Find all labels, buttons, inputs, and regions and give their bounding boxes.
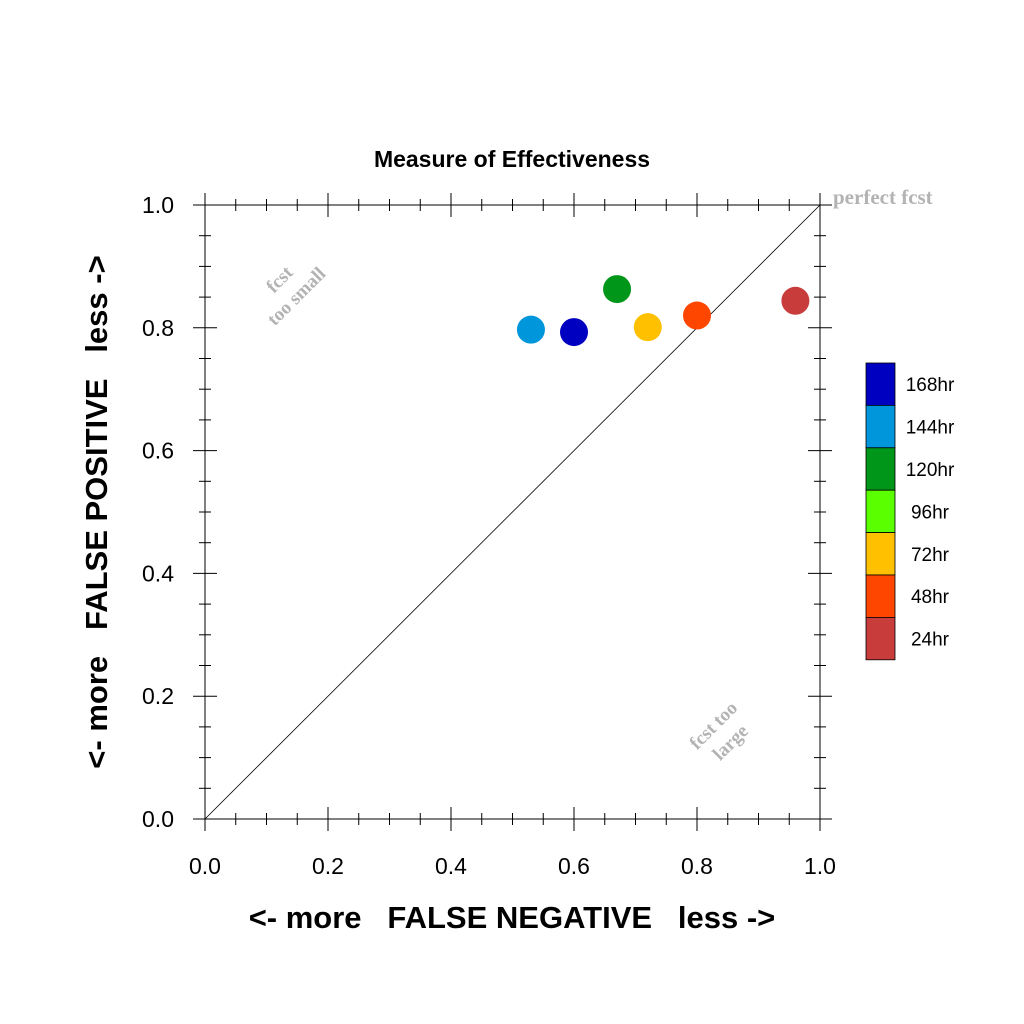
legend-label-144hr: 144hr	[906, 418, 955, 439]
point-144hr	[516, 315, 545, 344]
y-tick-label: 1.0	[142, 192, 174, 218]
x-tick-label: 1.0	[804, 853, 836, 879]
legend-swatch-144hr	[865, 404, 896, 449]
x-tick-label: 0.4	[435, 853, 467, 879]
legend-swatch-24hr	[865, 617, 896, 661]
chart-title: Measure of Effectiveness	[374, 146, 650, 172]
legend-swatch-48hr	[865, 574, 896, 618]
axis-tick-labels: 0.0 0.2 0.4 0.6 0.8 1.0 0.0 0.2 0.4 0.6 0.8 1.0	[142, 192, 836, 879]
y-tick-label: 0.4	[142, 560, 174, 586]
legend-label-120hr: 120hr	[906, 460, 955, 481]
legend-label-168hr: 168hr	[906, 375, 955, 396]
annotation-perfect-fcst: perfect fcst	[833, 185, 933, 209]
axis-ticks	[193, 193, 832, 831]
data-points	[516, 275, 810, 347]
point-48hr	[683, 301, 711, 330]
x-tick-label: 0.0	[189, 853, 221, 879]
y-tick-label: 0.0	[142, 806, 174, 832]
legend-label-72hr: 72hr	[911, 545, 950, 566]
y-tick-label: 0.6	[142, 438, 174, 464]
legend-label-48hr: 48hr	[911, 587, 950, 608]
x-tick-label: 0.6	[558, 853, 590, 879]
point-168hr	[560, 318, 588, 347]
diagonal-line	[204, 204, 821, 820]
plot-area: 0.0 0.2 0.4 0.6 0.8 1.0 0.0 0.2 0.4 0.6 0.8 1.0 per…	[142, 185, 933, 879]
legend-swatch-96hr	[865, 489, 896, 534]
x-axis-label: <- more FALSE NEGATIVE less ->	[249, 900, 776, 935]
y-tick-label: 0.2	[142, 683, 174, 709]
legend-label-96hr: 96hr	[911, 502, 950, 523]
legend: 168hr 144hr 120hr 96hr 72hr 48hr 24hr	[865, 362, 955, 661]
y-tick-label: 0.8	[142, 315, 174, 341]
legend-swatch-120hr	[865, 447, 896, 491]
x-tick-label: 0.2	[312, 853, 344, 879]
point-120hr	[603, 275, 632, 304]
point-24hr	[781, 286, 810, 315]
legend-label-24hr: 24hr	[911, 630, 950, 651]
x-tick-label: 0.8	[681, 853, 713, 879]
y-axis-label: <- more FALSE POSITIVE less ->	[79, 255, 114, 768]
point-72hr	[633, 313, 662, 342]
legend-swatch-72hr	[865, 532, 896, 576]
legend-swatch-168hr	[865, 362, 896, 406]
